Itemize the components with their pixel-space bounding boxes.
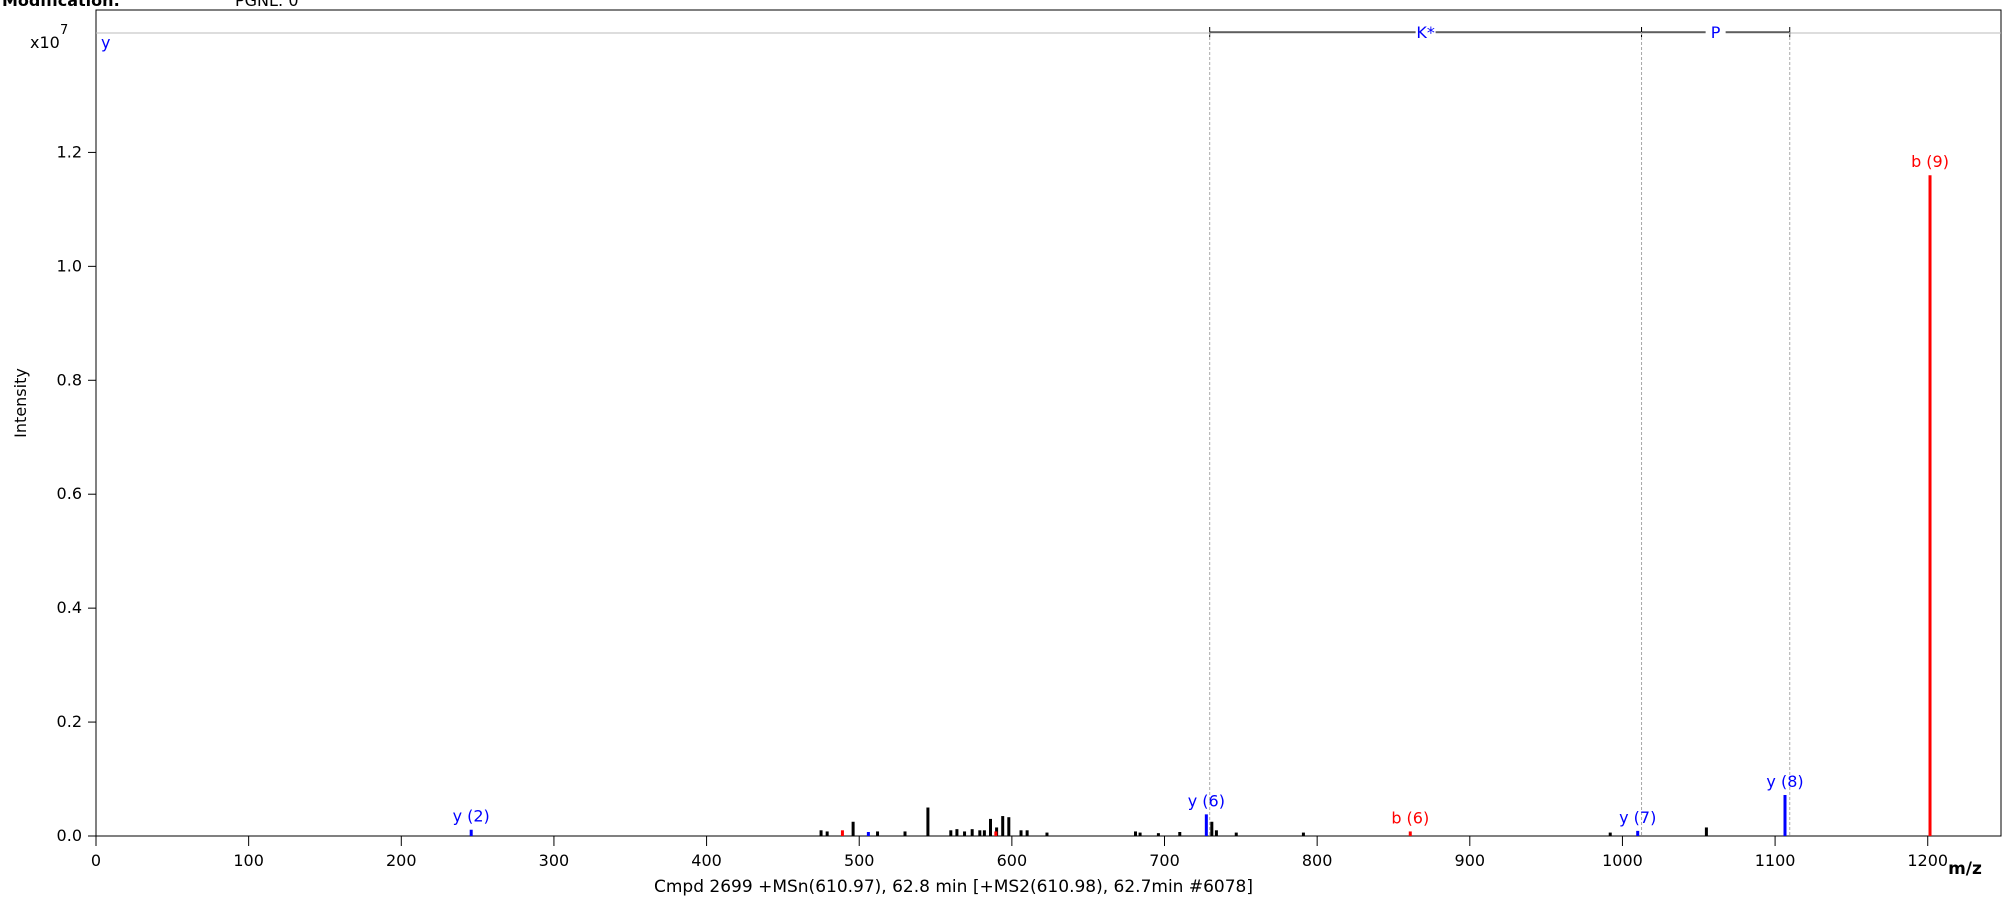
y-multiplier: x10 xyxy=(30,33,60,52)
y-axis-label: Intensity xyxy=(11,368,30,438)
x-tick-label: 700 xyxy=(1149,851,1180,870)
x-tick-label: 600 xyxy=(997,851,1028,870)
sequence-label-bg xyxy=(1415,23,1436,41)
y-tick-label: 0.4 xyxy=(57,598,82,617)
header-value: PGNL: 0 xyxy=(235,0,299,10)
x-tick-label: 1100 xyxy=(1755,851,1796,870)
sequence-label-bg xyxy=(1705,23,1726,41)
peak-label: b (6) xyxy=(1391,808,1429,827)
peak-label: y (7) xyxy=(1619,808,1656,827)
sequence-direction: y xyxy=(101,33,110,52)
x-tick-label: 1000 xyxy=(1602,851,1643,870)
x-axis-label: m/z xyxy=(1948,859,1982,879)
peak-label: y (6) xyxy=(1188,791,1225,810)
y-exponent: 7 xyxy=(60,23,68,38)
y-tick-label: 0.2 xyxy=(57,712,82,731)
y-tick-label: 0.6 xyxy=(57,484,82,503)
x-tick-label: 100 xyxy=(233,851,264,870)
y-tick-label: 1.0 xyxy=(57,256,82,275)
x-tick-label: 300 xyxy=(539,851,570,870)
x-tick-label: 500 xyxy=(844,851,875,870)
x-tick-label: 900 xyxy=(1455,851,1486,870)
sequence-label: K* xyxy=(1416,23,1435,42)
peak-label: b (9) xyxy=(1911,152,1949,171)
peak-label: y (2) xyxy=(453,807,490,826)
sequence-label: P xyxy=(1711,23,1721,42)
plot-frame xyxy=(95,9,2002,837)
y-tick-label: 0.0 xyxy=(57,826,82,845)
x-tick-label: 1200 xyxy=(1907,851,1948,870)
x-tick-label: 0 xyxy=(91,851,101,870)
y-tick-label: 1.2 xyxy=(57,142,82,161)
y-tick-label: 0.8 xyxy=(57,370,82,389)
subtitle: Cmpd 2699 +MSn(610.97), 62.8 min [+MS2(6… xyxy=(654,877,1253,897)
header-label: Modification: xyxy=(2,0,120,10)
x-tick-label: 400 xyxy=(691,851,722,870)
peak-label: y (8) xyxy=(1766,772,1803,791)
x-tick-label: 800 xyxy=(1302,851,1333,870)
x-tick-label: 200 xyxy=(386,851,417,870)
